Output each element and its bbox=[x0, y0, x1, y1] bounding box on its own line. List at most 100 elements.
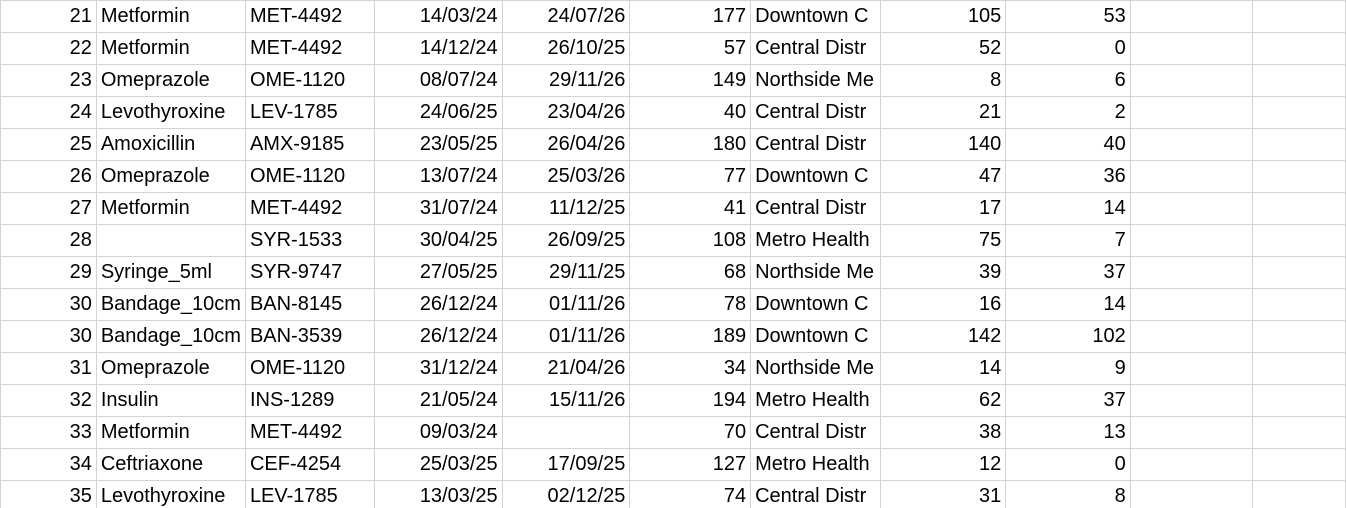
empty-cell[interactable] bbox=[1129, 224, 1253, 257]
quantity-cell[interactable]: 189 bbox=[629, 320, 752, 353]
reorder-cell[interactable]: 7 bbox=[1005, 224, 1131, 257]
supplier-cell[interactable]: Central Distr bbox=[750, 192, 881, 225]
supplier-cell[interactable]: Downtown C bbox=[750, 0, 881, 33]
row-id-cell[interactable]: 27 bbox=[0, 192, 97, 225]
empty-cell[interactable] bbox=[1251, 416, 1346, 449]
received-date-cell[interactable]: 26/12/24 bbox=[373, 288, 503, 321]
received-date-cell[interactable]: 09/03/24 bbox=[373, 416, 503, 449]
product-name-cell[interactable]: Bandage_10cm bbox=[95, 288, 246, 321]
product-name-cell[interactable]: Omeprazole bbox=[95, 352, 246, 385]
stock-cell[interactable]: 21 bbox=[879, 96, 1007, 129]
reorder-cell[interactable]: 37 bbox=[1005, 256, 1131, 289]
product-code-cell[interactable]: CEF-4254 bbox=[244, 448, 375, 481]
expiry-date-cell[interactable]: 01/11/26 bbox=[501, 320, 631, 353]
empty-cell[interactable] bbox=[1251, 480, 1346, 508]
expiry-date-cell[interactable]: 15/11/26 bbox=[501, 384, 631, 417]
empty-cell[interactable] bbox=[1251, 448, 1346, 481]
expiry-date-cell[interactable] bbox=[501, 416, 631, 449]
product-code-cell[interactable]: MET-4492 bbox=[244, 192, 375, 225]
reorder-cell[interactable]: 36 bbox=[1005, 160, 1131, 193]
quantity-cell[interactable]: 34 bbox=[629, 352, 752, 385]
quantity-cell[interactable]: 68 bbox=[629, 256, 752, 289]
row-id-cell[interactable]: 35 bbox=[0, 480, 97, 508]
product-code-cell[interactable]: AMX-9185 bbox=[244, 128, 375, 161]
row-id-cell[interactable]: 21 bbox=[0, 0, 97, 33]
supplier-cell[interactable]: Central Distr bbox=[750, 32, 881, 65]
row-id-cell[interactable]: 32 bbox=[0, 384, 97, 417]
received-date-cell[interactable]: 14/12/24 bbox=[373, 32, 503, 65]
stock-cell[interactable]: 105 bbox=[879, 0, 1007, 33]
stock-cell[interactable]: 17 bbox=[879, 192, 1007, 225]
product-code-cell[interactable]: BAN-8145 bbox=[244, 288, 375, 321]
empty-cell[interactable] bbox=[1129, 352, 1253, 385]
supplier-cell[interactable]: Central Distr bbox=[750, 128, 881, 161]
received-date-cell[interactable]: 21/05/24 bbox=[373, 384, 503, 417]
stock-cell[interactable]: 12 bbox=[879, 448, 1007, 481]
reorder-cell[interactable]: 37 bbox=[1005, 384, 1131, 417]
row-id-cell[interactable]: 29 bbox=[0, 256, 97, 289]
stock-cell[interactable]: 62 bbox=[879, 384, 1007, 417]
row-id-cell[interactable]: 30 bbox=[0, 288, 97, 321]
product-name-cell[interactable]: Ceftriaxone bbox=[95, 448, 246, 481]
quantity-cell[interactable]: 57 bbox=[629, 32, 752, 65]
reorder-cell[interactable]: 2 bbox=[1005, 96, 1131, 129]
empty-cell[interactable] bbox=[1129, 384, 1253, 417]
quantity-cell[interactable]: 194 bbox=[629, 384, 752, 417]
received-date-cell[interactable]: 27/05/25 bbox=[373, 256, 503, 289]
empty-cell[interactable] bbox=[1129, 320, 1253, 353]
stock-cell[interactable]: 39 bbox=[879, 256, 1007, 289]
empty-cell[interactable] bbox=[1251, 64, 1346, 97]
product-code-cell[interactable]: MET-4492 bbox=[244, 32, 375, 65]
product-name-cell[interactable]: Omeprazole bbox=[95, 160, 246, 193]
empty-cell[interactable] bbox=[1129, 32, 1253, 65]
quantity-cell[interactable]: 77 bbox=[629, 160, 752, 193]
expiry-date-cell[interactable]: 29/11/25 bbox=[501, 256, 631, 289]
empty-cell[interactable] bbox=[1251, 32, 1346, 65]
product-code-cell[interactable]: SYR-9747 bbox=[244, 256, 375, 289]
empty-cell[interactable] bbox=[1251, 0, 1346, 33]
product-name-cell[interactable]: Metformin bbox=[95, 32, 246, 65]
product-code-cell[interactable]: INS-1289 bbox=[244, 384, 375, 417]
reorder-cell[interactable]: 14 bbox=[1005, 288, 1131, 321]
stock-cell[interactable]: 142 bbox=[879, 320, 1007, 353]
received-date-cell[interactable]: 30/04/25 bbox=[373, 224, 503, 257]
received-date-cell[interactable]: 25/03/25 bbox=[373, 448, 503, 481]
empty-cell[interactable] bbox=[1251, 96, 1346, 129]
supplier-cell[interactable]: Northside Me bbox=[750, 64, 881, 97]
row-id-cell[interactable]: 22 bbox=[0, 32, 97, 65]
expiry-date-cell[interactable]: 26/10/25 bbox=[501, 32, 631, 65]
reorder-cell[interactable]: 8 bbox=[1005, 480, 1131, 508]
supplier-cell[interactable]: Central Distr bbox=[750, 96, 881, 129]
supplier-cell[interactable]: Metro Health bbox=[750, 448, 881, 481]
expiry-date-cell[interactable]: 01/11/26 bbox=[501, 288, 631, 321]
received-date-cell[interactable]: 26/12/24 bbox=[373, 320, 503, 353]
row-id-cell[interactable]: 23 bbox=[0, 64, 97, 97]
row-id-cell[interactable]: 31 bbox=[0, 352, 97, 385]
product-name-cell[interactable]: Syringe_5ml bbox=[95, 256, 246, 289]
supplier-cell[interactable]: Northside Me bbox=[750, 352, 881, 385]
expiry-date-cell[interactable]: 21/04/26 bbox=[501, 352, 631, 385]
expiry-date-cell[interactable]: 23/04/26 bbox=[501, 96, 631, 129]
quantity-cell[interactable]: 40 bbox=[629, 96, 752, 129]
empty-cell[interactable] bbox=[1129, 0, 1253, 33]
empty-cell[interactable] bbox=[1251, 128, 1346, 161]
product-name-cell[interactable]: Amoxicillin bbox=[95, 128, 246, 161]
empty-cell[interactable] bbox=[1129, 288, 1253, 321]
empty-cell[interactable] bbox=[1251, 192, 1346, 225]
reorder-cell[interactable]: 6 bbox=[1005, 64, 1131, 97]
quantity-cell[interactable]: 180 bbox=[629, 128, 752, 161]
reorder-cell[interactable]: 14 bbox=[1005, 192, 1131, 225]
quantity-cell[interactable]: 127 bbox=[629, 448, 752, 481]
supplier-cell[interactable]: Metro Health bbox=[750, 384, 881, 417]
expiry-date-cell[interactable]: 25/03/26 bbox=[501, 160, 631, 193]
row-id-cell[interactable]: 34 bbox=[0, 448, 97, 481]
row-id-cell[interactable]: 28 bbox=[0, 224, 97, 257]
expiry-date-cell[interactable]: 11/12/25 bbox=[501, 192, 631, 225]
quantity-cell[interactable]: 70 bbox=[629, 416, 752, 449]
received-date-cell[interactable]: 13/03/25 bbox=[373, 480, 503, 508]
empty-cell[interactable] bbox=[1251, 320, 1346, 353]
product-name-cell[interactable]: Insulin bbox=[95, 384, 246, 417]
product-code-cell[interactable]: LEV-1785 bbox=[244, 480, 375, 508]
product-code-cell[interactable]: OME-1120 bbox=[244, 160, 375, 193]
product-name-cell[interactable]: Levothyroxine bbox=[95, 480, 246, 508]
